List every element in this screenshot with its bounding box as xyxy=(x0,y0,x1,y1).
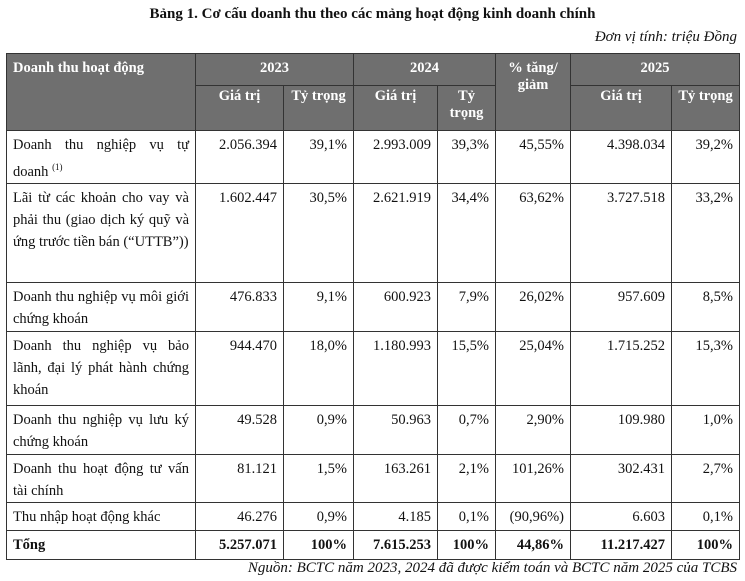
table-row: Thu nhập hoạt động khác 46.276 0,9% 4.18… xyxy=(6,501,740,531)
ratio-2025: 33,2% xyxy=(671,182,740,283)
header-ratio-2023: Tỷ trọng xyxy=(283,85,354,131)
unit-note: Đơn vị tính: triệu Đồng xyxy=(594,29,737,45)
row-name: Doanh thu nghiệp vụ tự doanh (1) xyxy=(6,130,196,184)
ratio-2024: 34,4% xyxy=(437,182,496,283)
value-2023: 49.528 xyxy=(195,404,284,455)
value-2025: 957.609 xyxy=(570,281,672,332)
change-pct: 2,90% xyxy=(495,404,571,455)
ratio-2025: 39,2% xyxy=(671,130,740,184)
value-2024: 50.963 xyxy=(353,404,438,455)
table-row: Doanh thu nghiệp vụ tự doanh (1) 2.056.3… xyxy=(6,130,740,184)
ratio-2024: 0,7% xyxy=(437,404,496,455)
header-ratio-2024: Tỷ trọng xyxy=(437,85,496,131)
table-title: Bảng 1. Cơ cấu doanh thu theo các mảng h… xyxy=(149,6,596,22)
table-row: Doanh thu hoạt động tư vấn tài chính 81.… xyxy=(6,453,740,503)
ratio-2024: 39,3% xyxy=(437,130,496,184)
revenue-structure-table: Doanh thu hoạt động 2023 2024 % tăng/ gi… xyxy=(6,53,740,560)
ratio-2024: 7,9% xyxy=(437,281,496,332)
change-pct: 26,02% xyxy=(495,281,571,332)
ratio-2023: 9,1% xyxy=(283,281,354,332)
change-pct: 45,55% xyxy=(495,130,571,184)
value-2025: 3.727.518 xyxy=(570,182,672,283)
value-2024: 2.993.009 xyxy=(353,130,438,184)
total-change-pct: 44,86% xyxy=(495,529,571,560)
row-name: Thu nhập hoạt động khác xyxy=(6,501,196,531)
footnote-marker: (1) xyxy=(52,162,63,172)
header-value-2023: Giá trị xyxy=(195,85,284,131)
value-2023: 81.121 xyxy=(195,453,284,503)
table-row: Doanh thu nghiệp vụ môi giới chứng khoán… xyxy=(6,281,740,332)
table-row: Doanh thu nghiệp vụ lưu ký chứng khoán 4… xyxy=(6,404,740,455)
row-name: Doanh thu nghiệp vụ môi giới chứng khoán xyxy=(6,281,196,332)
source-note: Nguồn: BCTC năm 2023, 2024 đã được kiểm … xyxy=(247,560,737,576)
total-row: Tổng 5.257.071 100% 7.615.253 100% 44,86… xyxy=(6,529,740,560)
ratio-2023: 30,5% xyxy=(283,182,354,283)
total-value-2023: 5.257.071 xyxy=(195,529,284,560)
table-row: Doanh thu nghiệp vụ bảo lãnh, đại lý phá… xyxy=(6,330,740,406)
header-year-2023: 2023 xyxy=(195,53,354,86)
ratio-2024: 2,1% xyxy=(437,453,496,503)
header-year-2025: 2025 xyxy=(570,53,740,86)
change-pct: (90,96%) xyxy=(495,501,571,531)
value-2025: 109.980 xyxy=(570,404,672,455)
total-ratio-2024: 100% xyxy=(437,529,496,560)
header-value-2024: Giá trị xyxy=(353,85,438,131)
ratio-2024: 0,1% xyxy=(437,501,496,531)
ratio-2023: 0,9% xyxy=(283,404,354,455)
ratio-2024: 15,5% xyxy=(437,330,496,406)
change-pct: 63,62% xyxy=(495,182,571,283)
value-2024: 163.261 xyxy=(353,453,438,503)
value-2024: 1.180.993 xyxy=(353,330,438,406)
row-name: Doanh thu nghiệp vụ lưu ký chứng khoán xyxy=(6,404,196,455)
row-name: Doanh thu hoạt động tư vấn tài chính xyxy=(6,453,196,503)
value-2025: 4.398.034 xyxy=(570,130,672,184)
ratio-2023: 18,0% xyxy=(283,330,354,406)
header-ratio-2025: Tỷ trọng xyxy=(671,85,740,131)
ratio-2023: 0,9% xyxy=(283,501,354,531)
value-2023: 476.833 xyxy=(195,281,284,332)
value-2023: 46.276 xyxy=(195,501,284,531)
total-value-2025: 11.217.427 xyxy=(570,529,672,560)
row-name: Doanh thu nghiệp vụ bảo lãnh, đại lý phá… xyxy=(6,330,196,406)
value-2024: 4.185 xyxy=(353,501,438,531)
change-pct: 25,04% xyxy=(495,330,571,406)
ratio-2025: 0,1% xyxy=(671,501,740,531)
table-row: Lãi từ các khoản cho vay và phải thu (gi… xyxy=(6,182,740,283)
header-change: % tăng/ giảm xyxy=(495,53,571,131)
value-2024: 2.621.919 xyxy=(353,182,438,283)
value-2025: 6.603 xyxy=(570,501,672,531)
total-ratio-2025: 100% xyxy=(671,529,740,560)
ratio-2023: 1,5% xyxy=(283,453,354,503)
value-2023: 2.056.394 xyxy=(195,130,284,184)
row-name: Lãi từ các khoản cho vay và phải thu (gi… xyxy=(6,182,196,283)
ratio-2025: 8,5% xyxy=(671,281,740,332)
value-2024: 600.923 xyxy=(353,281,438,332)
header-activity: Doanh thu hoạt động xyxy=(6,53,196,131)
ratio-2025: 15,3% xyxy=(671,330,740,406)
header-value-2025: Giá trị xyxy=(570,85,672,131)
change-pct: 101,26% xyxy=(495,453,571,503)
value-2025: 1.715.252 xyxy=(570,330,672,406)
value-2025: 302.431 xyxy=(570,453,672,503)
header-year-2024: 2024 xyxy=(353,53,496,86)
total-label: Tổng xyxy=(6,529,196,560)
total-ratio-2023: 100% xyxy=(283,529,354,560)
total-value-2024: 7.615.253 xyxy=(353,529,438,560)
value-2023: 944.470 xyxy=(195,330,284,406)
ratio-2025: 2,7% xyxy=(671,453,740,503)
value-2023: 1.602.447 xyxy=(195,182,284,283)
ratio-2025: 1,0% xyxy=(671,404,740,455)
ratio-2023: 39,1% xyxy=(283,130,354,184)
